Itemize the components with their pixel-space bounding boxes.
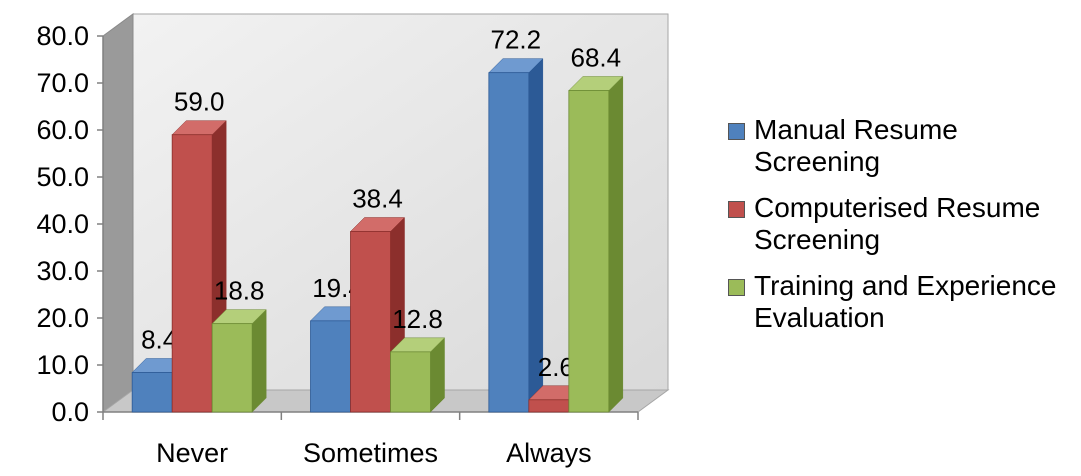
legend-label-computerised: Computerised Resume Screening bbox=[754, 192, 1041, 255]
x-tick-label: Never bbox=[156, 438, 228, 468]
data-label: 18.8 bbox=[214, 276, 265, 306]
legend-swatch-training bbox=[728, 279, 745, 296]
legend-label-manual: Manual Resume Screening bbox=[754, 114, 958, 177]
bar bbox=[131, 372, 173, 413]
legend-item-manual: Manual Resume Screening bbox=[728, 114, 1078, 178]
y-tick-label: 10.0 bbox=[36, 350, 89, 380]
data-label: 2.6 bbox=[538, 352, 574, 382]
y-tick-label: 0.0 bbox=[51, 397, 89, 427]
bar bbox=[390, 351, 431, 413]
y-tick-label: 70.0 bbox=[36, 68, 89, 98]
y-tick-label: 20.0 bbox=[36, 303, 89, 333]
bar bbox=[528, 399, 570, 413]
x-tick-label: Always bbox=[506, 438, 592, 468]
data-label: 8.4 bbox=[141, 325, 177, 355]
x-tick-label: Sometimes bbox=[303, 438, 438, 468]
data-label: 12.8 bbox=[392, 304, 443, 334]
legend: Manual Resume Screening Computerised Res… bbox=[728, 114, 1078, 348]
y-tick-label: 50.0 bbox=[36, 162, 89, 192]
y-tick-label: 40.0 bbox=[36, 209, 89, 239]
bar bbox=[310, 320, 351, 413]
legend-label-training: Training and Experience Evaluation bbox=[754, 270, 1057, 333]
legend-item-computerised: Computerised Resume Screening bbox=[728, 192, 1078, 256]
data-label: 59.0 bbox=[174, 87, 225, 117]
y-tick-label: 80.0 bbox=[36, 21, 89, 51]
bar bbox=[211, 323, 253, 413]
bar bbox=[488, 72, 530, 413]
legend-swatch-computerised bbox=[728, 201, 745, 218]
bar-side bbox=[251, 309, 267, 413]
y-tick-label: 60.0 bbox=[36, 115, 89, 145]
legend-item-training: Training and Experience Evaluation bbox=[728, 270, 1078, 334]
side-wall bbox=[102, 13, 134, 413]
bar bbox=[568, 90, 610, 413]
bar bbox=[171, 134, 213, 413]
data-label: 72.2 bbox=[491, 25, 542, 55]
legend-swatch-manual bbox=[728, 123, 745, 140]
bar-side bbox=[608, 75, 624, 413]
data-label: 38.4 bbox=[352, 184, 403, 214]
bar bbox=[350, 231, 391, 413]
y-tick-label: 30.0 bbox=[36, 256, 89, 286]
data-label: 68.4 bbox=[571, 43, 622, 73]
